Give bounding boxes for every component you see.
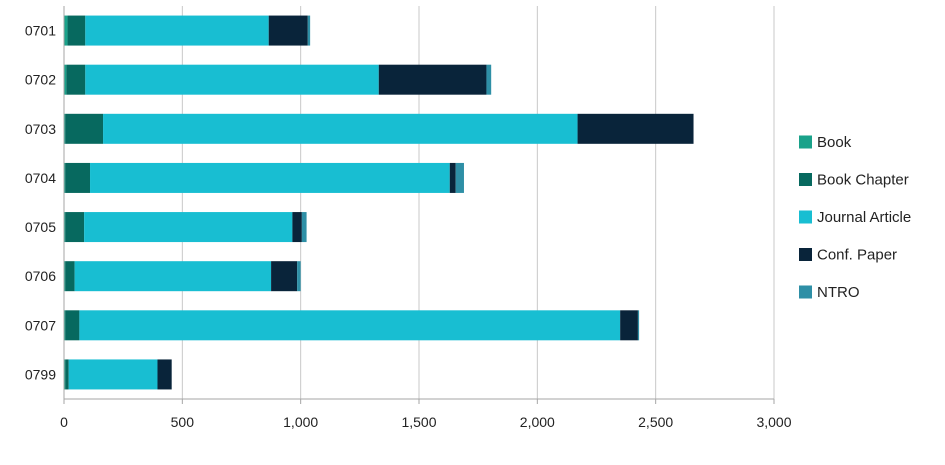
bar-segment-0707-book-chapter: [65, 310, 80, 341]
bar-segment-0705-ntro: [301, 212, 307, 243]
category-label: 0701: [25, 23, 56, 39]
bar-segment-0701-ntro: [307, 15, 311, 46]
bar-segment-0707-conf-paper: [620, 310, 638, 341]
bar-segment-0799-journal-article: [68, 359, 158, 390]
category-label: 0705: [25, 219, 56, 235]
x-tick-label: 500: [171, 414, 195, 430]
bar-segment-0701-book: [64, 15, 68, 46]
bar-segment-0705-book: [64, 212, 66, 243]
bar-segment-0704-book-chapter: [65, 162, 91, 193]
category-label: 0707: [25, 317, 56, 333]
x-tick-label: 1,500: [401, 414, 436, 430]
bar-segment-0706-conf-paper: [271, 261, 298, 292]
bar-segment-0703-book: [64, 113, 66, 144]
legend-swatch: [799, 210, 812, 224]
category-label: 0704: [25, 170, 56, 186]
bar-segment-0706-ntro: [297, 261, 301, 292]
bar-segment-0701-journal-article: [85, 15, 269, 46]
legend-label: Book: [817, 134, 852, 151]
bar-segment-0707-ntro: [637, 310, 640, 341]
legend-label: Book Chapter: [817, 172, 909, 189]
category-label: 0799: [25, 366, 56, 382]
bar-segment-0799-book: [64, 359, 66, 390]
bar-segment-0704-ntro: [455, 162, 464, 193]
x-tick-label: 3,000: [756, 414, 791, 430]
bar-segment-0799-conf-paper: [157, 359, 172, 390]
bar-segment-0702-conf-paper: [378, 64, 487, 95]
x-tick-label: 1,000: [283, 414, 318, 430]
bar-segment-0702-journal-article: [85, 64, 379, 95]
bar-segment-0707-journal-article: [79, 310, 621, 341]
x-tick-label: 0: [60, 414, 68, 430]
legend-swatch: [799, 285, 812, 299]
bar-segment-0706-journal-article: [74, 261, 272, 292]
bar-segment-0702-ntro: [486, 64, 492, 95]
bar-segment-0702-book-chapter: [66, 64, 86, 95]
bar-segment-0703-book-chapter: [65, 113, 104, 144]
category-label: 0706: [25, 268, 56, 284]
legend-label: NTRO: [817, 284, 860, 301]
legend-label: Journal Article: [817, 209, 911, 226]
legend-swatch: [799, 173, 812, 186]
bar-segment-0799-book-chapter: [65, 359, 69, 390]
bar-segment-0705-book-chapter: [65, 212, 85, 243]
x-tick-label: 2,000: [520, 414, 555, 430]
bar-segment-0704-conf-paper: [449, 162, 456, 193]
legend-swatch: [799, 135, 812, 149]
bar-segment-0703-conf-paper: [577, 113, 694, 144]
legend-label: Conf. Paper: [817, 247, 897, 264]
bar-segment-0701-conf-paper: [268, 15, 308, 46]
bar-segment-0706-book: [64, 261, 66, 292]
bar-segment-0704-journal-article: [90, 162, 450, 193]
bar-segment-0705-conf-paper: [292, 212, 302, 243]
bar-segment-0707-book: [64, 310, 66, 341]
bar-segment-0706-book-chapter: [65, 261, 75, 292]
category-label: 0702: [25, 72, 56, 88]
x-tick-label: 2,500: [638, 414, 673, 430]
bar-segment-0702-book: [64, 64, 67, 95]
bar-segment-0705-journal-article: [84, 212, 293, 243]
legend-swatch: [799, 248, 812, 261]
bar-segment-0703-journal-article: [103, 113, 578, 144]
bar-segment-0701-book-chapter: [67, 15, 86, 46]
bar-segment-0704-book: [64, 162, 66, 193]
category-label: 0703: [25, 121, 56, 137]
